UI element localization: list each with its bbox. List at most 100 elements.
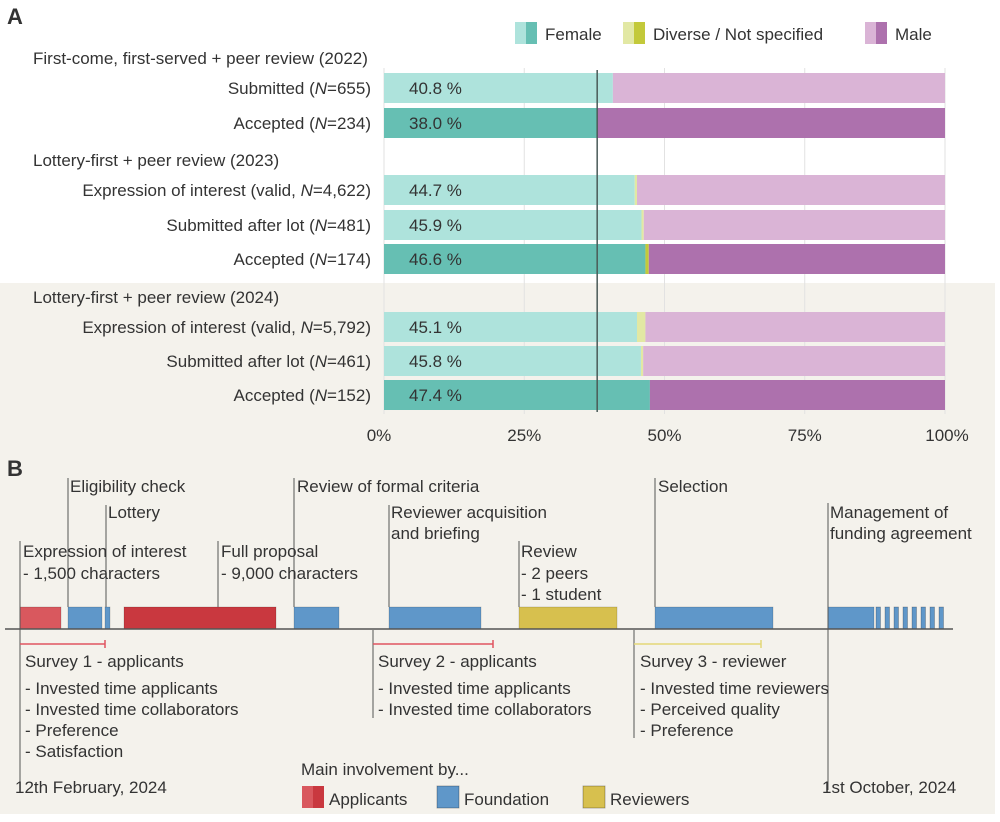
bar-value-label: 45.9 %: [409, 216, 462, 235]
survey-item: - Invested time collaborators: [25, 700, 239, 719]
bar-full-proposal: [123, 606, 277, 630]
legend-swatch-2-light: [865, 22, 876, 44]
legend-label: Reviewers: [610, 790, 689, 809]
row-label: Expression of interest (valid, N=5,792): [82, 318, 371, 337]
bar-diverse: [634, 175, 638, 205]
row-label-n-value: =461): [327, 352, 371, 371]
phase-label: Expression of interest: [23, 542, 187, 561]
legend-swatch-1-light: [623, 22, 634, 44]
x-tick-label: 50%: [647, 426, 681, 445]
row-label: Submitted (N=655): [228, 79, 371, 98]
row-label-prefix: Expression of interest (valid,: [82, 181, 300, 200]
phase-detail: - 2 peers: [521, 564, 588, 583]
row-label-n-symbol: N: [315, 386, 328, 405]
bar-value-label: 45.1 %: [409, 318, 462, 337]
bar-eligibility-check: [67, 606, 103, 630]
bar-value-label: 47.4 %: [409, 386, 462, 405]
row-labels: First-come, first-served + peer review (…: [33, 49, 371, 405]
legend-swatch-foundation: [436, 785, 460, 809]
survey-item: - Preference: [640, 721, 734, 740]
bar-value-label: 38.0 %: [409, 114, 462, 133]
survey-title: Survey 3 - reviewer: [640, 652, 787, 671]
survey-item: - Invested time reviewers: [640, 679, 829, 698]
bar-review-formal-criteria: [293, 606, 340, 630]
row-label-n-symbol: N: [315, 352, 328, 371]
phase-label: Full proposal: [221, 542, 318, 561]
row-label-n-value: =234): [327, 114, 371, 133]
row-label-n-value: =5,792): [313, 318, 371, 337]
legend-swatch-reviewers: [582, 785, 606, 809]
x-tick-labels: 0% 25% 50% 75% 100%: [367, 426, 969, 445]
row-label: Accepted (N=234): [234, 114, 372, 133]
phase-label: Management of: [830, 503, 948, 522]
bar-expression-of-interest: [19, 606, 62, 630]
row-label-n-symbol: N: [315, 114, 328, 133]
bar-reviewer-acquisition: [388, 606, 482, 630]
survey-item: - Invested time applicants: [378, 679, 571, 698]
bar-female: [384, 73, 613, 103]
survey-title: Survey 1 - applicants: [25, 652, 184, 671]
bar-male: [643, 210, 945, 240]
panel-a-label: A: [7, 4, 23, 29]
legend-swatch-1-dark: [634, 22, 645, 44]
phase-detail: - 9,000 characters: [221, 564, 358, 583]
bar-funding-tranche: [920, 606, 926, 630]
phase-label: Review of formal criteria: [297, 477, 480, 496]
legend-swatch-applicants-light: [302, 786, 313, 808]
bar-male: [643, 346, 945, 376]
bar-diverse: [640, 346, 644, 376]
group-title: First-come, first-served + peer review (…: [33, 49, 368, 68]
timeline: Eligibility check Lottery Expression of in…: [5, 477, 972, 809]
bar-funding-tranche: [884, 606, 890, 630]
survey-item: - Perceived quality: [640, 700, 780, 719]
phase-label: Selection: [658, 477, 728, 496]
legend-label: Diverse / Not specified: [653, 25, 823, 44]
row-label-n-symbol: N: [315, 250, 328, 269]
bar-female: [384, 175, 635, 205]
bar-value-label: 44.7 %: [409, 181, 462, 200]
bar-funding-tranche: [929, 606, 935, 630]
row-label-n-value: =4,622): [313, 181, 371, 200]
bar-female: [384, 380, 650, 410]
start-date: 12th February, 2024: [15, 778, 167, 797]
bar-male: [649, 380, 945, 410]
row-label-n-symbol: N: [301, 181, 314, 200]
x-tick-label: 0%: [367, 426, 392, 445]
legend-label: Foundation: [464, 790, 549, 809]
row-label-prefix: Submitted after lot (: [166, 216, 315, 235]
bar-selection: [654, 606, 774, 630]
row-label-prefix: Accepted (: [234, 386, 316, 405]
row-label-n-symbol: N: [315, 216, 328, 235]
bar-male: [645, 312, 945, 342]
phase-label: Eligibility check: [70, 477, 186, 496]
row-label-prefix: Submitted (: [228, 79, 315, 98]
row-label-n-value: =655): [327, 79, 371, 98]
survey-item: - Invested time applicants: [25, 679, 218, 698]
bar-male: [648, 244, 945, 274]
phase-label: Review: [521, 542, 577, 561]
row-label-n-symbol: N: [301, 318, 314, 337]
end-date: 1st October, 2024: [822, 778, 956, 797]
survey-item: - Satisfaction: [25, 742, 123, 761]
row-label: Accepted (N=174): [234, 250, 372, 269]
row-label: Submitted after lot (N=461): [166, 352, 371, 371]
row-label: Expression of interest (valid, N=4,622): [82, 181, 371, 200]
row-label-prefix: Expression of interest (valid,: [82, 318, 300, 337]
bar-value-label: 45.8 %: [409, 352, 462, 371]
bar-funding-management: [827, 606, 875, 630]
survey-title: Survey 2 - applicants: [378, 652, 537, 671]
bars: 40.8 % 38.0 % 44.7 % 45.9 % 46.6 % 45.1 % 45.8…: [384, 73, 945, 410]
phase-label: and briefing: [391, 524, 480, 543]
bar-funding-tranche: [911, 606, 917, 630]
legend-swatch-0-light: [515, 22, 526, 44]
phase-detail: - 1,500 characters: [23, 564, 160, 583]
bar-diverse: [637, 312, 646, 342]
bar-female: [384, 312, 638, 342]
legend-swatch-0-dark: [526, 22, 537, 44]
group-title: Lottery-first + peer review (2024): [33, 288, 279, 307]
group-title: Lottery-first + peer review (2023): [33, 151, 279, 170]
bar-female: [384, 108, 598, 138]
legend-label: Female: [545, 25, 602, 44]
bar-funding-tranche: [902, 606, 908, 630]
x-tick-label: 25%: [507, 426, 541, 445]
